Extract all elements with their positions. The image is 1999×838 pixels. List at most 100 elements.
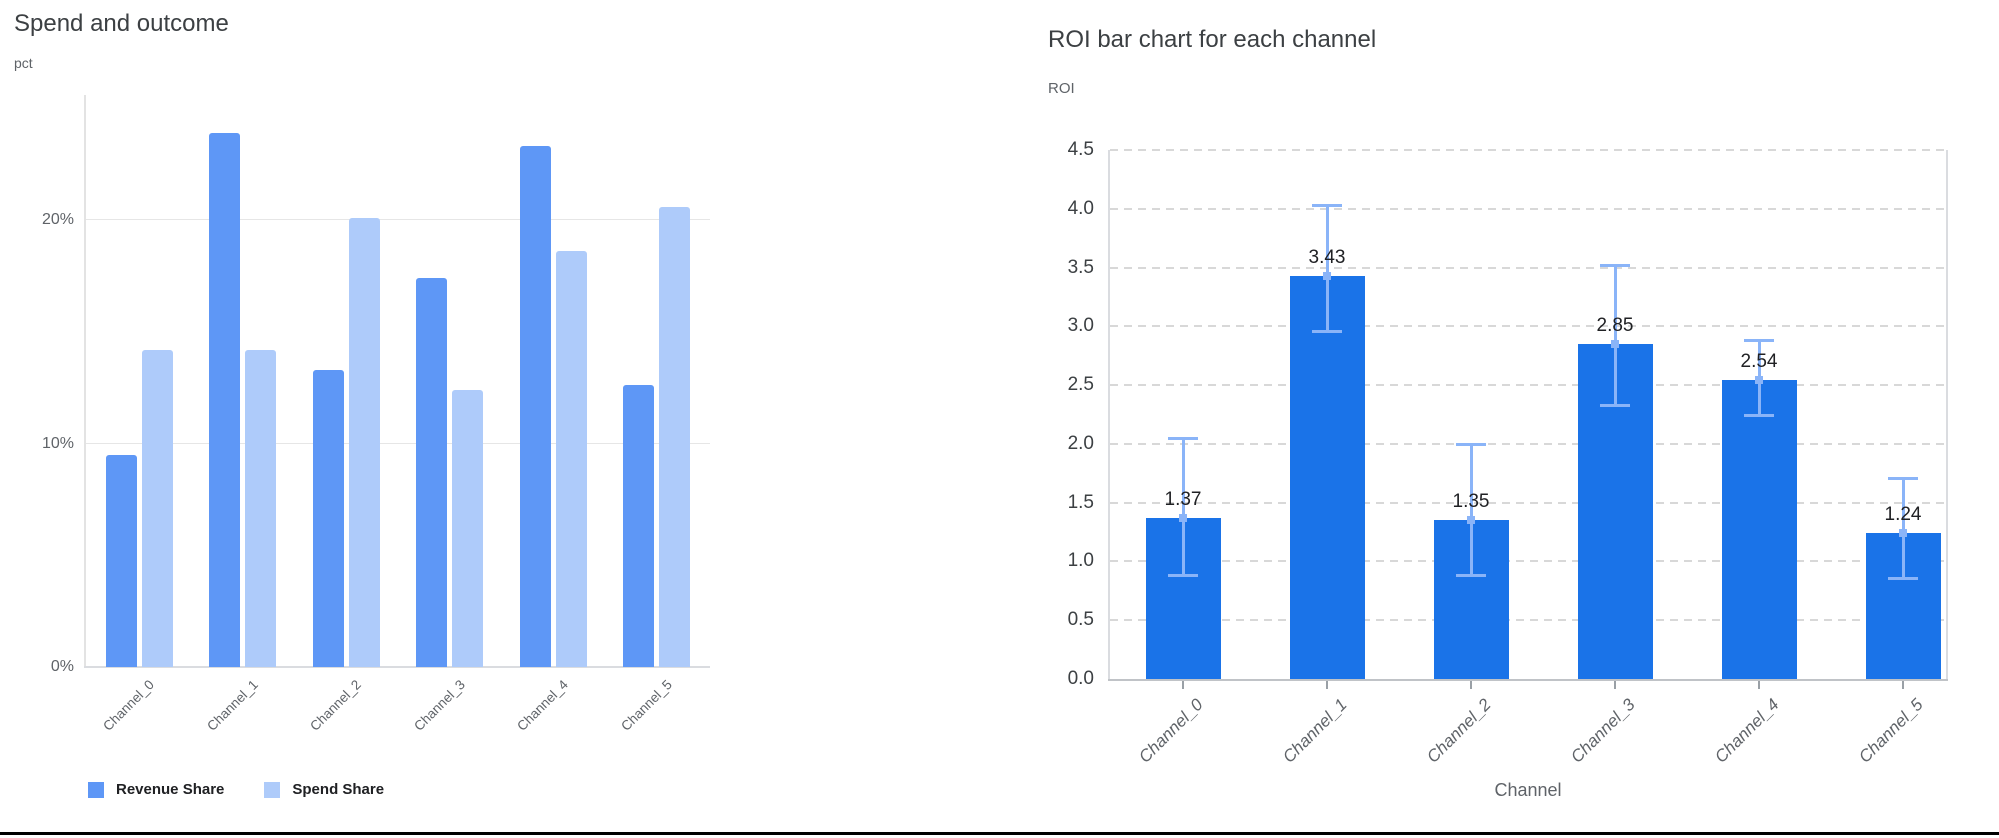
error-bar-marker-channel-0 — [1179, 513, 1187, 522]
error-bar-cap-bottom-channel-2 — [1456, 573, 1486, 577]
x-tick-mark-channel-0 — [1182, 681, 1184, 689]
y-tick-label-0.0: 0.0 — [1067, 668, 1094, 689]
y-tick-label-3.0: 3.0 — [1067, 315, 1094, 337]
error-bar-cap-bottom-channel-0 — [1168, 573, 1198, 577]
x-tick-label-channel-4: Channel_4 — [514, 677, 572, 734]
error-bar-marker-channel-3 — [1611, 339, 1619, 348]
bar-revenue-share-channel-4[interactable] — [519, 146, 551, 667]
y-tick-label-3.5: 3.5 — [1067, 256, 1094, 278]
x-tick-label-channel-3: Channel_3 — [1566, 695, 1639, 767]
gridline-1.0 — [1110, 560, 1946, 563]
bar-roi-channel-1[interactable] — [1289, 275, 1365, 679]
error-bar-marker-channel-1 — [1323, 271, 1331, 280]
gridline-2.0 — [1110, 442, 1946, 445]
gridline-1.5 — [1110, 501, 1946, 504]
roi-axis-unit-label: ROI — [1048, 80, 1075, 97]
bar-revenue-share-channel-5[interactable] — [623, 385, 654, 667]
error-bar-cap-top-channel-0 — [1168, 437, 1198, 440]
bar-value-label-channel-2: 1.35 — [1452, 491, 1490, 513]
bar-value-label-channel-4: 2.54 — [1740, 351, 1778, 373]
error-bar-marker-channel-5 — [1899, 529, 1907, 538]
y-tick-label-0.5: 0.5 — [1067, 609, 1094, 631]
roi-chart-title: ROI bar chart for each channel — [1048, 26, 1377, 53]
y-tick-label-1.5: 1.5 — [1067, 491, 1094, 513]
bar-value-label-channel-0: 1.37 — [1164, 488, 1202, 510]
error-bar-line-channel-0 — [1181, 438, 1185, 576]
x-tick-label-channel-0: Channel_0 — [100, 677, 158, 734]
bar-revenue-share-channel-0[interactable] — [105, 454, 137, 667]
x-tick-label-channel-2: Channel_2 — [1422, 695, 1495, 767]
x-axis-baseline — [1108, 679, 1948, 681]
bar-value-label-channel-1: 3.43 — [1308, 246, 1346, 268]
x-tick-label-channel-3: Channel_3 — [410, 677, 468, 734]
error-bar-cap-top-channel-2 — [1456, 442, 1486, 446]
gridline-2.5 — [1110, 384, 1946, 387]
y-tick-label-10-: 10% — [41, 434, 74, 452]
bar-spend-share-channel-5[interactable] — [659, 206, 690, 667]
error-bar-cap-bottom-channel-3 — [1600, 404, 1630, 408]
bar-spend-share-channel-4[interactable] — [555, 251, 587, 667]
legend-item-revenue-share[interactable]: Revenue Share — [88, 781, 224, 798]
y-tick-label-20-: 20% — [41, 211, 74, 228]
revenue-share-swatch-icon — [88, 781, 104, 798]
x-tick-label-channel-1: Channel_1 — [203, 677, 261, 734]
x-tick-mark-channel-4 — [1758, 681, 1760, 689]
error-bar-cap-bottom-channel-5 — [1888, 577, 1918, 581]
y-tick-label-4.5: 4.5 — [1067, 138, 1094, 160]
x-tick-label-channel-4: Channel_4 — [1710, 695, 1783, 767]
legend-label-spend-share: Spend Share — [292, 781, 385, 798]
bar-roi-channel-4[interactable] — [1721, 380, 1797, 679]
error-bar-line-channel-2 — [1469, 443, 1473, 576]
x-tick-label-channel-1: Channel_1 — [1278, 695, 1351, 767]
x-axis-baseline — [84, 666, 710, 668]
pct-axis-unit-label: pct — [14, 55, 33, 71]
y-tick-label-2.0: 2.0 — [1067, 432, 1094, 454]
error-bar-cap-top-channel-5 — [1888, 476, 1918, 480]
bar-revenue-share-channel-1[interactable] — [209, 132, 240, 667]
error-bar-cap-top-channel-4 — [1744, 339, 1774, 343]
gridline-3.0 — [1110, 325, 1946, 328]
error-bar-marker-channel-4 — [1755, 376, 1763, 385]
error-bar-cap-bottom-channel-4 — [1744, 413, 1774, 417]
error-bar-marker-channel-2 — [1467, 516, 1475, 525]
x-tick-label-channel-5: Channel_5 — [617, 677, 675, 734]
bar-spend-share-channel-2[interactable] — [348, 217, 380, 667]
y-axis-line — [84, 95, 86, 667]
plot-right-border — [1946, 150, 1948, 681]
legend: Revenue Share Spend Share — [88, 781, 384, 798]
error-bar-line-channel-3 — [1613, 265, 1617, 407]
error-bar-cap-top-channel-3 — [1600, 264, 1630, 268]
x-tick-mark-channel-1 — [1326, 681, 1328, 689]
error-bar-line-channel-5 — [1901, 477, 1905, 580]
y-tick-label-2.5: 2.5 — [1067, 374, 1094, 396]
x-tick-mark-channel-2 — [1470, 681, 1472, 689]
bar-spend-share-channel-3[interactable] — [452, 389, 483, 667]
bar-value-label-channel-5: 1.24 — [1884, 504, 1922, 526]
y-tick-label-0-: 0% — [50, 658, 74, 675]
x-tick-label-channel-5: Channel_5 — [1854, 695, 1927, 767]
gridline-10- — [86, 442, 710, 444]
y-tick-label-4.0: 4.0 — [1067, 197, 1094, 219]
legend-label-revenue-share: Revenue Share — [116, 781, 225, 798]
bottom-border-line — [0, 832, 1999, 835]
gridline-3.5 — [1110, 266, 1946, 269]
x-tick-label-channel-2: Channel_2 — [307, 677, 365, 734]
gridline-4.0 — [1110, 207, 1946, 210]
bar-spend-share-channel-0[interactable] — [141, 349, 173, 667]
gridline-20- — [86, 219, 710, 220]
spend-outcome-chart-title: Spend and outcome — [14, 10, 229, 37]
error-bar-cap-top-channel-1 — [1312, 204, 1342, 208]
y-tick-label-1.0: 1.0 — [1067, 550, 1094, 572]
gridline-4.5 — [1110, 148, 1946, 151]
bar-spend-share-channel-1[interactable] — [245, 349, 276, 667]
bar-revenue-share-channel-3[interactable] — [416, 278, 447, 667]
error-bar-line-channel-1 — [1325, 205, 1329, 333]
bar-revenue-share-channel-2[interactable] — [312, 369, 344, 667]
legend-item-spend-share[interactable]: Spend Share — [264, 781, 384, 798]
x-tick-mark-channel-3 — [1614, 681, 1616, 689]
gridline-0.5 — [1110, 619, 1946, 622]
bar-value-label-channel-3: 2.85 — [1596, 314, 1634, 336]
x-tick-mark-channel-5 — [1902, 681, 1904, 689]
spend-share-swatch-icon — [264, 781, 281, 798]
